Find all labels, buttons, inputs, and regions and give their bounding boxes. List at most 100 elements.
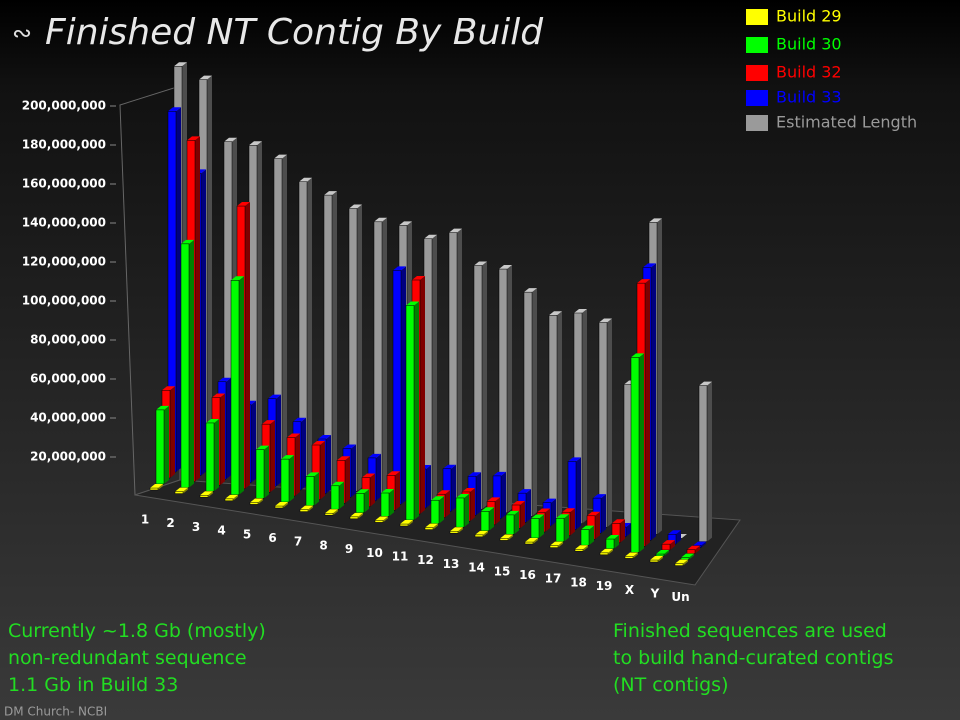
bar-front	[624, 556, 634, 559]
bar-front	[330, 485, 340, 510]
bar-front	[505, 514, 515, 535]
y-tick-label: 60,000,000	[30, 372, 106, 386]
bar	[149, 484, 163, 491]
legend-label: Build 29	[776, 7, 842, 26]
bar-top	[675, 559, 688, 564]
bar-front	[430, 499, 440, 524]
bar-side	[533, 538, 538, 544]
bar-top	[174, 62, 187, 67]
bar-top	[637, 279, 650, 284]
bar-side	[420, 276, 425, 514]
bar-front	[423, 238, 433, 503]
bar-top	[249, 141, 262, 146]
bar	[280, 455, 294, 503]
bar-side	[626, 523, 631, 537]
bar-top	[643, 263, 656, 268]
bar-top	[687, 545, 700, 550]
bar	[442, 464, 456, 512]
bar-front	[555, 517, 565, 542]
x-tick-label: 10	[366, 546, 383, 560]
y-tick-label: 80,000,000	[30, 333, 106, 347]
bar-side	[251, 400, 256, 483]
note-right: to build hand-curated contigs	[613, 647, 894, 669]
bar	[174, 487, 188, 494]
bar-top	[381, 489, 394, 493]
bar-top	[375, 516, 388, 521]
legend-swatch	[746, 65, 768, 81]
bar-top	[343, 444, 356, 449]
bar-side	[464, 493, 469, 528]
bar-top	[512, 501, 525, 505]
bar-top	[499, 265, 512, 270]
bar-side	[264, 445, 269, 499]
bar-top	[431, 496, 444, 501]
bar-side	[426, 465, 431, 508]
bar-front	[580, 529, 590, 546]
bar-side	[670, 540, 675, 550]
bar-front	[605, 538, 615, 550]
bar-side	[676, 530, 681, 544]
x-tick-label: 9	[345, 542, 353, 556]
bar-front	[524, 541, 534, 545]
bar-side	[176, 107, 181, 472]
bar	[574, 545, 588, 552]
bar	[399, 520, 413, 527]
bar-top	[175, 487, 188, 492]
bar-top	[693, 541, 706, 546]
bar-front	[230, 280, 240, 496]
bar-front	[174, 491, 184, 494]
bar-front	[630, 357, 640, 553]
bar	[649, 556, 663, 563]
bar-top	[362, 473, 375, 478]
note-right: Finished sequences are used	[613, 620, 887, 642]
bar-top	[350, 512, 363, 517]
bar	[548, 311, 562, 521]
bar-front	[199, 495, 209, 498]
bar	[249, 498, 263, 505]
bar-side	[658, 556, 663, 562]
bar	[580, 525, 594, 546]
bar-side	[345, 456, 350, 504]
bar-side	[558, 541, 563, 548]
bar-top	[543, 498, 556, 503]
bar-side	[201, 169, 206, 476]
bar-front	[686, 549, 696, 554]
bar-front	[349, 516, 359, 520]
bar	[524, 538, 538, 545]
bar-top	[625, 552, 638, 557]
bar-side	[358, 512, 363, 519]
legend-swatch	[746, 90, 768, 106]
note-left: 1.1 Gb in Build 33	[8, 674, 178, 696]
bar-top	[162, 386, 175, 391]
bar-front	[448, 232, 458, 506]
bar	[498, 265, 512, 514]
bar-top	[337, 456, 350, 461]
bar-front	[224, 498, 234, 502]
bar-side	[364, 489, 369, 513]
bar-front	[599, 552, 609, 556]
legend-label: Build 32	[776, 63, 842, 82]
bar	[311, 441, 325, 500]
bar-front	[392, 270, 402, 505]
legend-label: Estimated Length	[776, 113, 917, 132]
footer: DM Church- NCBI	[4, 705, 107, 719]
bar-top	[600, 548, 613, 553]
bar-top	[225, 494, 238, 499]
bar-top	[487, 497, 500, 502]
x-tick-label: Un	[671, 590, 689, 604]
bar	[680, 553, 694, 560]
bar-side	[551, 498, 556, 526]
bar-top	[156, 405, 169, 410]
bar	[374, 516, 388, 523]
bar-front	[549, 545, 559, 548]
bar-top	[268, 394, 281, 399]
bar-top	[575, 545, 588, 550]
bar-front	[355, 493, 365, 514]
bar-top	[237, 202, 250, 207]
bar	[430, 496, 444, 524]
bar-side	[532, 288, 537, 517]
x-tick-label: 14	[468, 561, 485, 575]
bar	[199, 491, 213, 498]
bar-side	[401, 266, 406, 505]
bar-side	[333, 509, 338, 516]
